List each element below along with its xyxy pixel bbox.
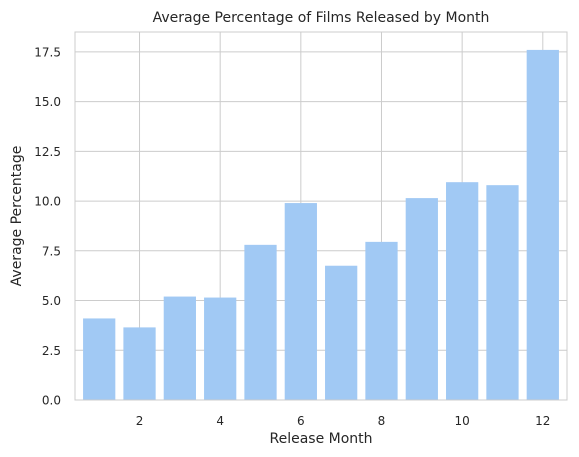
- y-tick-label: 7.5: [42, 244, 61, 258]
- bar-month-7: [325, 265, 358, 400]
- x-tick-label: 6: [297, 414, 305, 428]
- plot-frame: [74, 31, 568, 401]
- bar-month-10: [446, 182, 479, 400]
- y-tick-label: 2.5: [42, 344, 61, 358]
- x-tick-label: 2: [136, 414, 144, 428]
- bar-month-2: [123, 327, 156, 400]
- bar-month-11: [486, 185, 519, 400]
- x-tick-label: 8: [378, 414, 386, 428]
- y-tick-label: 12.5: [34, 145, 61, 159]
- x-tick-label: 10: [455, 414, 470, 428]
- y-tick-label: 5.0: [42, 294, 61, 308]
- bars: [83, 49, 559, 400]
- y-tick-labels: 0.0 2.5 5.0 7.5 10.0 12.5 15.0 17.5: [34, 45, 61, 407]
- x-tick-label: 12: [535, 414, 550, 428]
- bar-month-9: [405, 198, 438, 400]
- bar-month-8: [365, 241, 398, 400]
- bar-month-3: [163, 296, 196, 400]
- y-tick-label: 10.0: [34, 195, 61, 209]
- y-axis-label: Average Percentage: [9, 146, 25, 287]
- x-tick-label: 4: [216, 414, 224, 428]
- bar-month-6: [284, 203, 317, 400]
- bar-month-1: [83, 318, 116, 400]
- bar-month-5: [244, 244, 277, 400]
- y-tick-label: 15.0: [34, 95, 61, 109]
- chart-title: Average Percentage of Films Released by …: [153, 10, 490, 26]
- bar-month-4: [204, 297, 237, 400]
- x-tick-labels: 2 4 6 8 10 12: [136, 414, 551, 428]
- x-axis-label: Release Month: [269, 431, 372, 447]
- bar-month-12: [526, 49, 559, 400]
- y-tick-label: 0.0: [42, 394, 61, 408]
- y-tick-label: 17.5: [34, 45, 61, 59]
